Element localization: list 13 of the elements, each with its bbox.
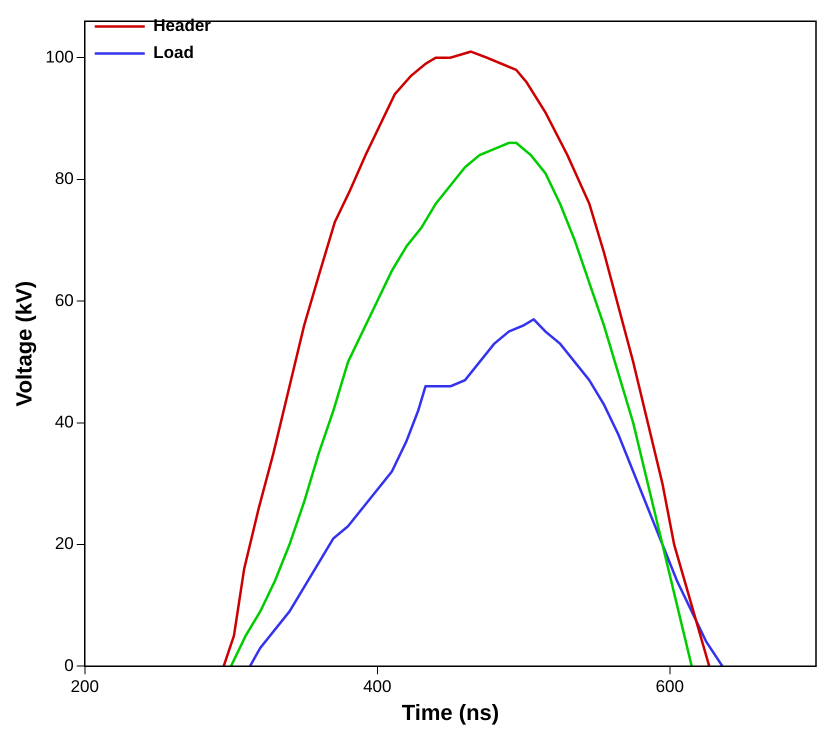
x-tick-label: 200 [70,677,99,696]
legend-label: Header [153,16,212,36]
y-tick-label: 80 [54,169,74,188]
y-tick-label: 60 [54,290,74,310]
y-tick-label: 0 [64,656,74,675]
legend-label: Load [153,43,194,62]
y-tick-label: 100 [45,47,74,66]
y-tick-label: 20 [54,534,74,554]
x-tick-label: 600 [656,677,684,696]
x-axis-title: Time (ns) [402,700,500,725]
x-tick-label: 400 [363,677,392,696]
y-axis-title: Voltage (kV) [11,280,36,406]
y-tick-label: 40 [54,412,74,432]
